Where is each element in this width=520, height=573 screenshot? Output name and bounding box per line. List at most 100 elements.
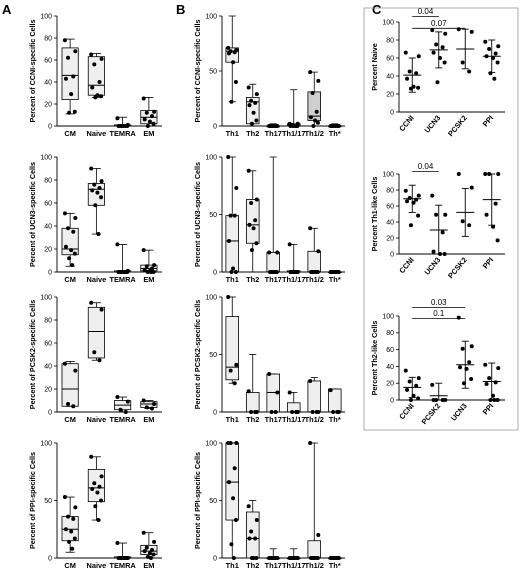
data-point bbox=[456, 27, 461, 32]
data-point bbox=[234, 362, 239, 367]
x-category-label: CM bbox=[64, 129, 76, 138]
x-category-label: PCSK2 bbox=[446, 114, 469, 139]
y-tick-label: 20 bbox=[44, 386, 52, 393]
data-point bbox=[269, 410, 274, 414]
y-tick-label: 0 bbox=[213, 555, 217, 562]
data-point bbox=[93, 203, 98, 208]
data-point bbox=[493, 201, 498, 206]
x-category-label: Naive bbox=[87, 129, 107, 138]
y-tick-label: 100 bbox=[205, 440, 217, 447]
y-tick-label: 40 bbox=[386, 364, 394, 371]
box-th2 bbox=[245, 500, 260, 560]
data-point bbox=[249, 98, 254, 103]
data-point bbox=[229, 270, 234, 274]
y-tick-label: 0 bbox=[213, 409, 217, 416]
box-th1-17 bbox=[286, 89, 301, 128]
data-point bbox=[251, 226, 256, 231]
data-point bbox=[316, 78, 321, 83]
data-point bbox=[72, 109, 77, 114]
data-point bbox=[254, 118, 259, 123]
data-point bbox=[90, 188, 95, 193]
data-point bbox=[315, 556, 320, 560]
x-category-label: Th1 bbox=[226, 561, 239, 570]
data-point bbox=[440, 45, 445, 50]
data-point bbox=[254, 241, 259, 246]
data-point bbox=[99, 195, 104, 200]
box-th1 bbox=[225, 295, 240, 386]
x-category-label: TEMRA bbox=[109, 129, 136, 138]
y-tick-label: 0 bbox=[390, 397, 394, 404]
data-point bbox=[274, 270, 279, 274]
data-point bbox=[71, 74, 76, 79]
x-category-label: Th1 bbox=[226, 275, 239, 284]
data-point bbox=[62, 361, 67, 366]
data-point bbox=[62, 495, 67, 500]
x-category-label: EM bbox=[143, 129, 154, 138]
data-point bbox=[493, 380, 498, 385]
y-tick-label: 80 bbox=[386, 330, 394, 337]
data-point bbox=[460, 346, 465, 351]
data-point bbox=[62, 38, 67, 43]
group-ppi bbox=[482, 39, 501, 81]
x-category-label: CCNI bbox=[397, 114, 416, 134]
data-point bbox=[89, 166, 94, 171]
y-tick-label: 50 bbox=[44, 498, 52, 505]
p-value-label: 0.04 bbox=[418, 7, 434, 16]
data-point bbox=[119, 124, 124, 128]
y-tick-label: 0 bbox=[48, 555, 52, 562]
data-point bbox=[72, 251, 77, 256]
data-point bbox=[335, 410, 340, 414]
box-iqr bbox=[87, 56, 105, 96]
data-point bbox=[99, 179, 104, 184]
box-th- bbox=[327, 123, 342, 128]
data-point bbox=[96, 232, 101, 237]
data-point bbox=[67, 110, 72, 115]
box-th2 bbox=[245, 83, 260, 127]
y-tick-label: 100 bbox=[40, 440, 52, 447]
data-point bbox=[314, 109, 319, 114]
data-point bbox=[467, 223, 472, 228]
data-point bbox=[416, 85, 421, 90]
data-point bbox=[67, 539, 72, 544]
data-point bbox=[487, 376, 492, 381]
data-point bbox=[456, 315, 461, 320]
x-category-label: Th1/17 bbox=[282, 561, 305, 570]
y-tick-label: 0 bbox=[48, 409, 52, 416]
data-point bbox=[234, 186, 239, 191]
y-tick-label: 80 bbox=[44, 35, 52, 42]
data-point bbox=[233, 80, 238, 84]
data-point bbox=[93, 504, 98, 509]
data-point bbox=[254, 92, 259, 97]
data-point bbox=[295, 556, 300, 560]
data-point bbox=[97, 186, 102, 191]
data-point bbox=[484, 382, 489, 387]
data-point bbox=[141, 96, 146, 101]
data-point bbox=[405, 199, 410, 204]
p-value-label: 0.03 bbox=[431, 298, 447, 307]
y-tick-label: 0 bbox=[390, 109, 394, 116]
data-point bbox=[99, 474, 104, 479]
x-category-label: CCNI bbox=[397, 402, 416, 422]
data-point bbox=[148, 556, 153, 560]
box-th1-17 bbox=[286, 390, 301, 414]
y-tick-label: 100 bbox=[205, 13, 217, 20]
box-iqr bbox=[245, 199, 260, 244]
data-point bbox=[116, 270, 121, 274]
x-category-label: Th1/2 bbox=[305, 561, 324, 570]
group-ppi bbox=[482, 172, 501, 243]
data-point bbox=[495, 60, 500, 65]
data-point bbox=[73, 368, 78, 373]
data-point bbox=[66, 401, 71, 406]
data-point bbox=[71, 516, 76, 521]
data-point bbox=[122, 556, 127, 560]
group-ccni bbox=[403, 50, 422, 93]
y-tick-label: 100 bbox=[40, 13, 52, 20]
data-point bbox=[232, 466, 237, 471]
box-th1-2 bbox=[307, 441, 322, 560]
panel-c-frame bbox=[363, 7, 519, 431]
y-tick-label: 60 bbox=[386, 347, 394, 354]
